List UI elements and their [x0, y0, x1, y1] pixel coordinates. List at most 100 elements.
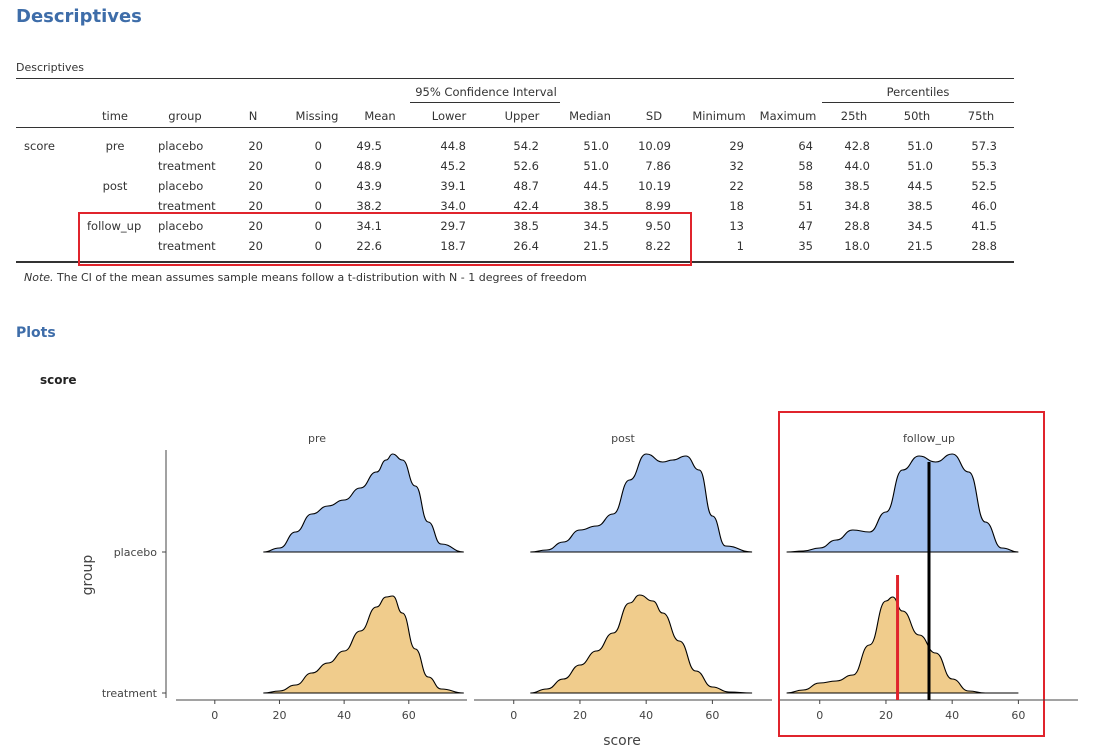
- cell-mean: 43.9: [356, 179, 382, 193]
- x-tick-label: 20: [879, 709, 893, 722]
- cell-minimum: 29: [729, 139, 744, 153]
- cell-minimum: 1: [736, 239, 744, 253]
- cell-75th: 52.5: [971, 179, 997, 193]
- cell-50th: 51.0: [907, 159, 933, 173]
- y-axis-label: group: [80, 555, 96, 596]
- column-header-time: time: [102, 109, 128, 123]
- cell-n: 20: [248, 139, 263, 153]
- panel-strip-label: post: [611, 432, 635, 445]
- cell-maximum: 58: [798, 159, 813, 173]
- note-text: The CI of the mean assumes sample means …: [53, 271, 587, 284]
- row-group: treatment: [158, 159, 216, 173]
- cell-median: 21.5: [583, 239, 609, 253]
- column-header-maximum: Maximum: [759, 109, 817, 123]
- cell-upper: 54.2: [513, 139, 539, 153]
- percentiles-header: Percentiles: [886, 85, 950, 99]
- ci-header: 95% Confidence Interval: [415, 85, 557, 99]
- x-tick-label: 60: [705, 709, 719, 722]
- column-header-75th: 75th: [967, 109, 995, 123]
- cell-sd: 9.50: [645, 219, 671, 233]
- row-variable: score: [24, 139, 55, 153]
- column-header-minimum: Minimum: [692, 109, 746, 123]
- descriptives-heading: Descriptives: [16, 6, 142, 27]
- density-ridge-pre-placebo: [263, 453, 464, 553]
- cell-n: 20: [248, 159, 263, 173]
- row-group: placebo: [158, 179, 204, 193]
- row-group: placebo: [158, 219, 204, 233]
- cell-mean: 38.2: [356, 199, 382, 213]
- cell-sd: 10.09: [638, 139, 671, 153]
- cell-minimum: 18: [729, 199, 744, 213]
- x-tick-label: 20: [573, 709, 587, 722]
- column-header-25th: 25th: [840, 109, 868, 123]
- cell-lower: 29.7: [440, 219, 466, 233]
- cell-maximum: 51: [798, 199, 813, 213]
- x-tick-label: 0: [510, 709, 517, 722]
- cell-minimum: 13: [729, 219, 744, 233]
- cell-75th: 46.0: [971, 199, 997, 213]
- column-header-missing: Missing: [295, 109, 339, 123]
- x-tick-label: 60: [1011, 709, 1025, 722]
- cell-median: 38.5: [583, 199, 609, 213]
- row-time: pre: [105, 139, 125, 153]
- x-tick-label: 20: [272, 709, 286, 722]
- table-highlight-box: [78, 212, 692, 266]
- cell-lower: 45.2: [440, 159, 466, 173]
- panel-strip-label: pre: [308, 432, 326, 445]
- cell-minimum: 22: [729, 179, 744, 193]
- row-time: post: [102, 179, 128, 193]
- cell-50th: 44.5: [907, 179, 933, 193]
- row-group: treatment: [158, 199, 216, 213]
- percentiles-header-rule: [822, 102, 1014, 103]
- cell-upper: 26.4: [513, 239, 539, 253]
- cell-upper: 38.5: [513, 219, 539, 233]
- cell-maximum: 35: [798, 239, 813, 253]
- cell-median: 51.0: [583, 139, 609, 153]
- cell-25th: 18.0: [844, 239, 870, 253]
- column-header-sd: SD: [645, 109, 663, 123]
- cell-missing: 0: [314, 179, 322, 193]
- column-header-50th: 50th: [903, 109, 931, 123]
- cell-upper: 48.7: [513, 179, 539, 193]
- density-ridge-follow_up-placebo: [786, 453, 1019, 553]
- panel-strip-label: follow_up: [903, 432, 955, 445]
- x-tick-label: 40: [639, 709, 653, 722]
- cell-50th: 51.0: [907, 139, 933, 153]
- x-axis-label: score: [603, 733, 641, 749]
- y-tick-label: placebo: [114, 546, 158, 559]
- density-ridge-post-placebo: [530, 453, 753, 553]
- cell-25th: 34.8: [844, 199, 870, 213]
- cell-25th: 44.0: [844, 159, 870, 173]
- cell-missing: 0: [314, 139, 322, 153]
- cell-75th: 57.3: [971, 139, 997, 153]
- cell-median: 51.0: [583, 159, 609, 173]
- cell-sd: 8.99: [645, 199, 671, 213]
- cell-maximum: 58: [798, 179, 813, 193]
- cell-upper: 42.4: [513, 199, 539, 213]
- header-bottom-rule: [16, 127, 1014, 128]
- cell-maximum: 47: [798, 219, 813, 233]
- cell-median: 44.5: [583, 179, 609, 193]
- cell-25th: 28.8: [844, 219, 870, 233]
- plots-heading: Plots: [16, 325, 56, 341]
- table-bottom-rule: [16, 261, 1014, 263]
- cell-n: 20: [248, 179, 263, 193]
- table-top-rule: [16, 78, 1014, 79]
- cell-median: 34.5: [583, 219, 609, 233]
- x-tick-label: 60: [402, 709, 416, 722]
- table-title: Descriptives: [16, 61, 84, 74]
- density-ridge-post-treatment: [530, 594, 753, 694]
- column-header-median: Median: [569, 109, 611, 123]
- cell-missing: 0: [314, 199, 322, 213]
- cell-minimum: 32: [729, 159, 744, 173]
- x-tick-label: 40: [945, 709, 959, 722]
- x-tick-label: 40: [337, 709, 351, 722]
- table-note: Note. The CI of the mean assumes sample …: [24, 271, 587, 284]
- cell-n: 20: [248, 239, 263, 253]
- y-tick-label: treatment: [102, 687, 158, 700]
- row-group: treatment: [158, 239, 216, 253]
- cell-maximum: 64: [798, 139, 813, 153]
- cell-n: 20: [248, 199, 263, 213]
- cell-sd: 10.19: [638, 179, 671, 193]
- cell-missing: 0: [314, 159, 322, 173]
